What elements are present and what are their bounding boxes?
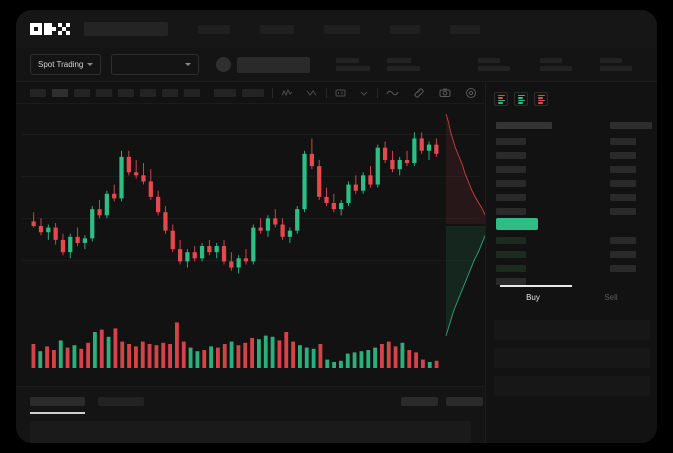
- active-tab-indicator: [500, 285, 572, 287]
- timeframe-10[interactable]: [242, 88, 264, 97]
- nav-item-2[interactable]: [260, 24, 294, 34]
- market-sub-header: Spot Trading: [16, 48, 657, 82]
- orderbook-row[interactable]: [496, 265, 526, 272]
- market-stat-3: [478, 58, 511, 71]
- orderbook-last-price: [496, 218, 538, 230]
- trading-pair-selector[interactable]: [111, 54, 200, 75]
- orderbook-size-cell: [610, 194, 636, 201]
- wave-indicator-icon[interactable]: [386, 88, 399, 98]
- volume-histogram: [31, 322, 439, 368]
- timeframe-9[interactable]: [214, 88, 236, 97]
- orderbook-header-price: [496, 122, 552, 129]
- price-chart-panel[interactable]: [16, 104, 485, 386]
- orderbook-size-cell: [610, 265, 636, 272]
- top-navigation-bar: [16, 10, 657, 48]
- orderbook-row[interactable]: [496, 194, 526, 201]
- orderbook-size-cell: [610, 237, 636, 244]
- global-search-input[interactable]: [84, 22, 168, 36]
- orderbook-size-cell: [610, 251, 636, 258]
- chevron-down-icon: [87, 63, 94, 66]
- toolbar-divider: [377, 87, 378, 98]
- toolbar-divider: [272, 87, 273, 98]
- active-tab-indicator: [30, 412, 85, 414]
- order-price-field[interactable]: [494, 320, 650, 340]
- compare-icon[interactable]: [306, 88, 318, 98]
- market-type-label: Spot Trading: [38, 60, 84, 69]
- orderbook-size-cell: [610, 138, 636, 145]
- tab-sell-label: Sell: [604, 292, 618, 302]
- orderbook-size-cell: [610, 166, 636, 173]
- toolbar-divider: [326, 87, 327, 98]
- candlestick-chart: [31, 132, 439, 274]
- orderbook-mode-buy-icon[interactable]: [514, 92, 528, 106]
- nav-item-5[interactable]: [450, 24, 480, 34]
- okx-logo-icon[interactable]: [30, 23, 70, 35]
- nav-item-3[interactable]: [324, 24, 360, 34]
- template-icon[interactable]: [335, 88, 346, 98]
- ticker-price-redacted: [237, 56, 311, 73]
- orderbook-row[interactable]: [496, 138, 526, 145]
- timeframe-5[interactable]: [118, 88, 134, 97]
- market-type-selector[interactable]: Spot Trading: [30, 54, 102, 75]
- order-total-field[interactable]: [494, 376, 650, 396]
- orderbook-mode-both-icon[interactable]: [494, 92, 508, 106]
- orderbook-row[interactable]: [496, 208, 526, 215]
- tab-buy-label: Buy: [526, 292, 540, 302]
- settings-gear-icon[interactable]: [465, 87, 477, 99]
- bottom-action-1[interactable]: [401, 397, 438, 406]
- market-stat-2: [387, 58, 421, 71]
- orderbook-row[interactable]: [496, 251, 526, 258]
- ruler-icon[interactable]: [413, 87, 425, 99]
- orders-table-body: [30, 421, 471, 443]
- bottom-action-2[interactable]: [446, 397, 483, 406]
- orderbook-row[interactable]: [496, 152, 526, 159]
- timeframe-8[interactable]: [184, 88, 200, 97]
- timeframe-1[interactable]: [30, 88, 46, 97]
- order-book-and-trade-panel: Buy Sell: [485, 82, 657, 443]
- coin-avatar-icon: [216, 57, 232, 72]
- tab-open-orders[interactable]: [30, 397, 85, 406]
- timeframe-4[interactable]: [96, 88, 112, 97]
- buy-sell-tabs: Buy Sell: [494, 285, 650, 309]
- orderbook-row[interactable]: [496, 180, 526, 187]
- timeframe-7[interactable]: [162, 88, 178, 97]
- timeframe-6[interactable]: [140, 88, 156, 97]
- orders-panel: [16, 386, 485, 443]
- orderbook-row[interactable]: [496, 278, 526, 285]
- orderbook-mode-sell-icon[interactable]: [534, 92, 548, 106]
- indicator-icon[interactable]: [281, 88, 293, 98]
- orderbook-header-size: [610, 122, 652, 129]
- orderbook-size-cell: [610, 152, 636, 159]
- nav-item-4[interactable]: [390, 24, 420, 34]
- tab-sell[interactable]: Sell: [572, 285, 650, 309]
- orderbook-row[interactable]: [496, 237, 526, 244]
- app-screen: Spot Trading: [16, 10, 657, 443]
- market-stat-1: [336, 58, 371, 71]
- orderbook-size-cell: [610, 180, 636, 187]
- timeframe-2[interactable]: [52, 88, 68, 97]
- market-depth-chart: [440, 110, 495, 340]
- chevron-down-icon: [185, 63, 192, 66]
- orderbook-row[interactable]: [496, 166, 526, 173]
- market-stat-5: [600, 58, 633, 71]
- nav-item-1[interactable]: [198, 24, 230, 34]
- order-amount-field[interactable]: [494, 348, 650, 368]
- timeframe-3[interactable]: [74, 88, 90, 97]
- market-stat-4: [540, 58, 573, 71]
- camera-icon[interactable]: [439, 87, 451, 98]
- tab-order-history[interactable]: [98, 397, 144, 406]
- orderbook-size-cell: [610, 208, 636, 215]
- tab-buy[interactable]: Buy: [494, 285, 572, 309]
- chart-type-icon[interactable]: [359, 88, 369, 98]
